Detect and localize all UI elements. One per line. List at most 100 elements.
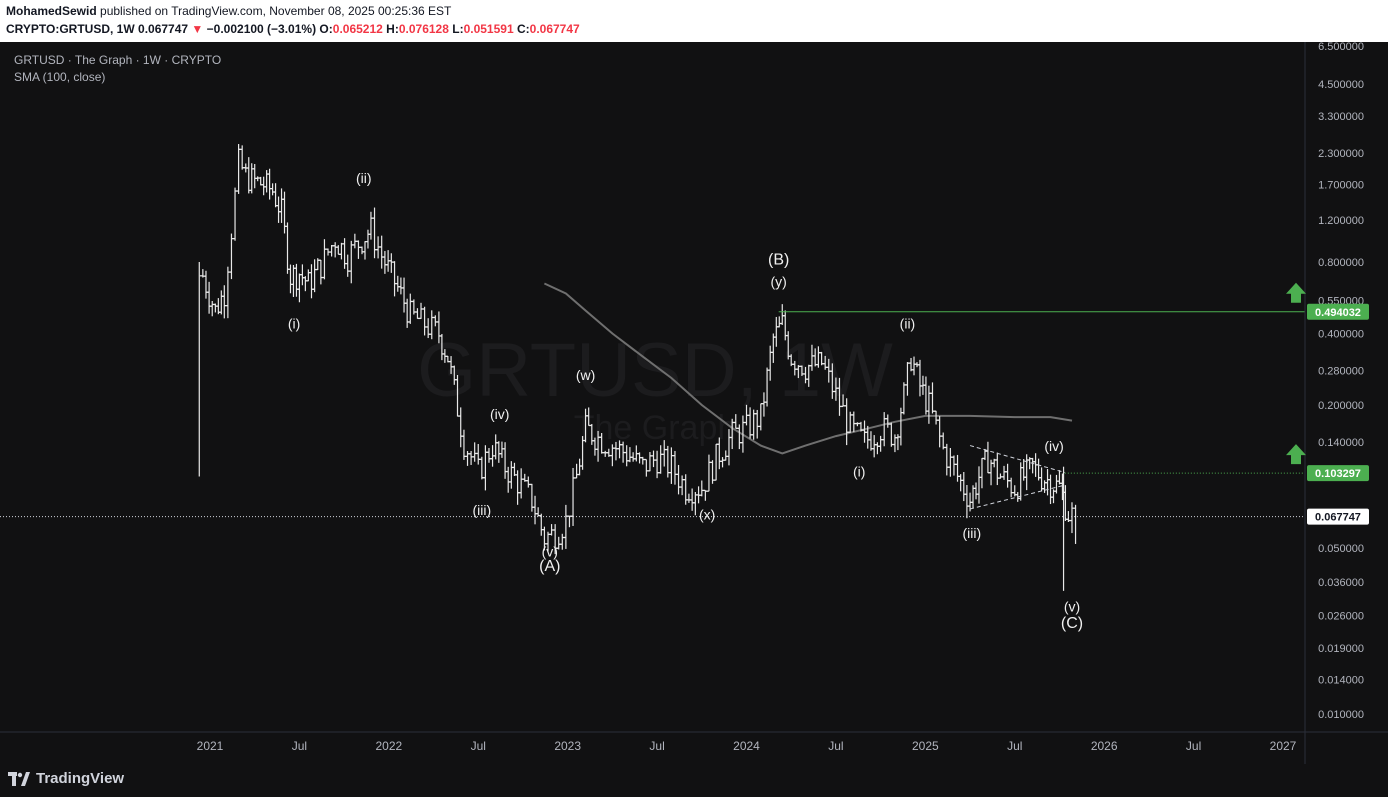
published-text: published on TradingView.com, November 0… [100,4,452,18]
price-bar [371,207,378,259]
price-bar [984,441,991,474]
price-bar [532,495,539,525]
price-bar [559,533,566,550]
x-tick-label: Jul [649,739,664,753]
price-bar [881,412,888,447]
price-bar [1004,463,1011,488]
price-bar [266,168,273,200]
price-label-text: 0.494032 [1315,307,1361,319]
price-bar [776,316,783,328]
wave-label: (v) [1064,599,1080,615]
tradingview-logo[interactable]: TradingView [8,770,124,787]
price-bar [311,259,318,293]
price-bar [950,455,957,476]
price-bar [284,222,291,274]
price-bar [933,410,940,425]
price-bar [296,273,303,303]
price-bar [871,435,878,458]
price-bar [891,434,898,453]
price-bar [232,187,239,241]
price-bar [269,183,276,196]
low-label: L: [452,22,464,36]
indicator-legend[interactable]: SMA (100, close) [14,70,106,84]
price-bar [897,407,904,446]
triangle-lower-line [969,484,1065,510]
target-arrows-group [1286,282,1306,465]
price-bar [960,472,967,502]
price-bar [378,235,385,269]
wave-label: (i) [853,464,865,480]
price-bar [432,315,439,327]
triangle-pattern [969,445,1065,510]
price-bar [514,470,521,505]
x-tick-label: Jul [471,739,486,753]
chart-pane[interactable]: GRTUSD, 1W The Graph (i) (ii) (iii) (iv) (v)… [0,42,1388,764]
price-bar [287,264,294,294]
price-bar [1056,470,1063,485]
price-bar [348,240,355,284]
wave-label: (ii) [900,316,916,332]
price-axis[interactable]: 6.500000 4.500000 3.300000 2.300000 1.700000… [1304,42,1364,764]
price-bar [364,229,371,249]
price-bar [963,484,970,519]
price-bar [260,176,267,196]
wave-label: (x) [699,506,715,522]
price-bar [381,251,388,274]
y-tick-label: 4.500000 [1318,79,1364,91]
publish-header: MohamedSewid published on TradingView.co… [0,0,1388,42]
x-tick-label: 2026 [1091,739,1118,753]
wave-label: (w) [576,367,595,383]
time-axis[interactable]: 2021 Jul 2022 Jul 2023 Jul 2024 Jul 2025 Jul 2026 J… [0,731,1388,753]
y-tick-label: 1.200000 [1318,215,1364,227]
price-bar [719,457,726,468]
price-bar [502,442,509,479]
price-bar [498,441,505,458]
price-bar [874,442,881,455]
price-bar [302,276,309,292]
y-tick-label: 0.400000 [1318,329,1364,341]
up-arrow-icon [1286,282,1306,303]
price-bar [525,476,532,488]
y-tick-label: 0.014000 [1318,674,1364,686]
price-bar [657,445,664,474]
close-label: C: [516,22,530,36]
price-bar [877,435,884,452]
author-name[interactable]: MohamedSewid [6,4,97,18]
publish-line: MohamedSewid published on TradingView.co… [6,4,451,18]
price-bar [779,304,786,325]
price-bar [978,457,985,489]
price-bar [254,176,261,182]
chart-title[interactable]: GRTUSD · The Graph · 1W · CRYPTO [14,53,222,67]
price-bar [630,452,637,462]
price-bar [702,489,709,501]
y-tick-label: 3.300000 [1318,111,1364,123]
wave-label: (A) [539,558,560,575]
price-bar [471,442,478,462]
price-bar [736,424,743,450]
sma-line-group [543,282,1073,455]
price-bar [367,211,374,240]
up-arrow-icon [1286,444,1306,465]
price-bar [888,422,895,447]
price-label-box [1307,303,1369,320]
x-tick-label: Jul [1007,739,1022,753]
low-value: 0.051591 [463,22,514,36]
last-price: 0.067747 [138,22,189,36]
price-bar [639,456,646,465]
price-bar [275,196,282,223]
price-bar [394,275,401,292]
y-tick-label: 0.010000 [1318,709,1364,721]
price-bar [478,456,485,480]
price-bar [854,422,861,427]
price-bar [518,468,525,499]
y-tick-label: 0.280000 [1318,365,1364,377]
price-bar [925,385,932,424]
price-bar [218,290,225,315]
price-bar [209,301,216,317]
price-chart[interactable]: GRTUSD, 1W The Graph (i) (ii) (iii) (iv) (v)… [0,42,1388,764]
price-bar [388,253,395,273]
y-tick-label: 0.026000 [1318,610,1364,622]
price-bar [900,382,907,415]
price-bar [308,264,315,299]
price-bar [505,466,512,493]
